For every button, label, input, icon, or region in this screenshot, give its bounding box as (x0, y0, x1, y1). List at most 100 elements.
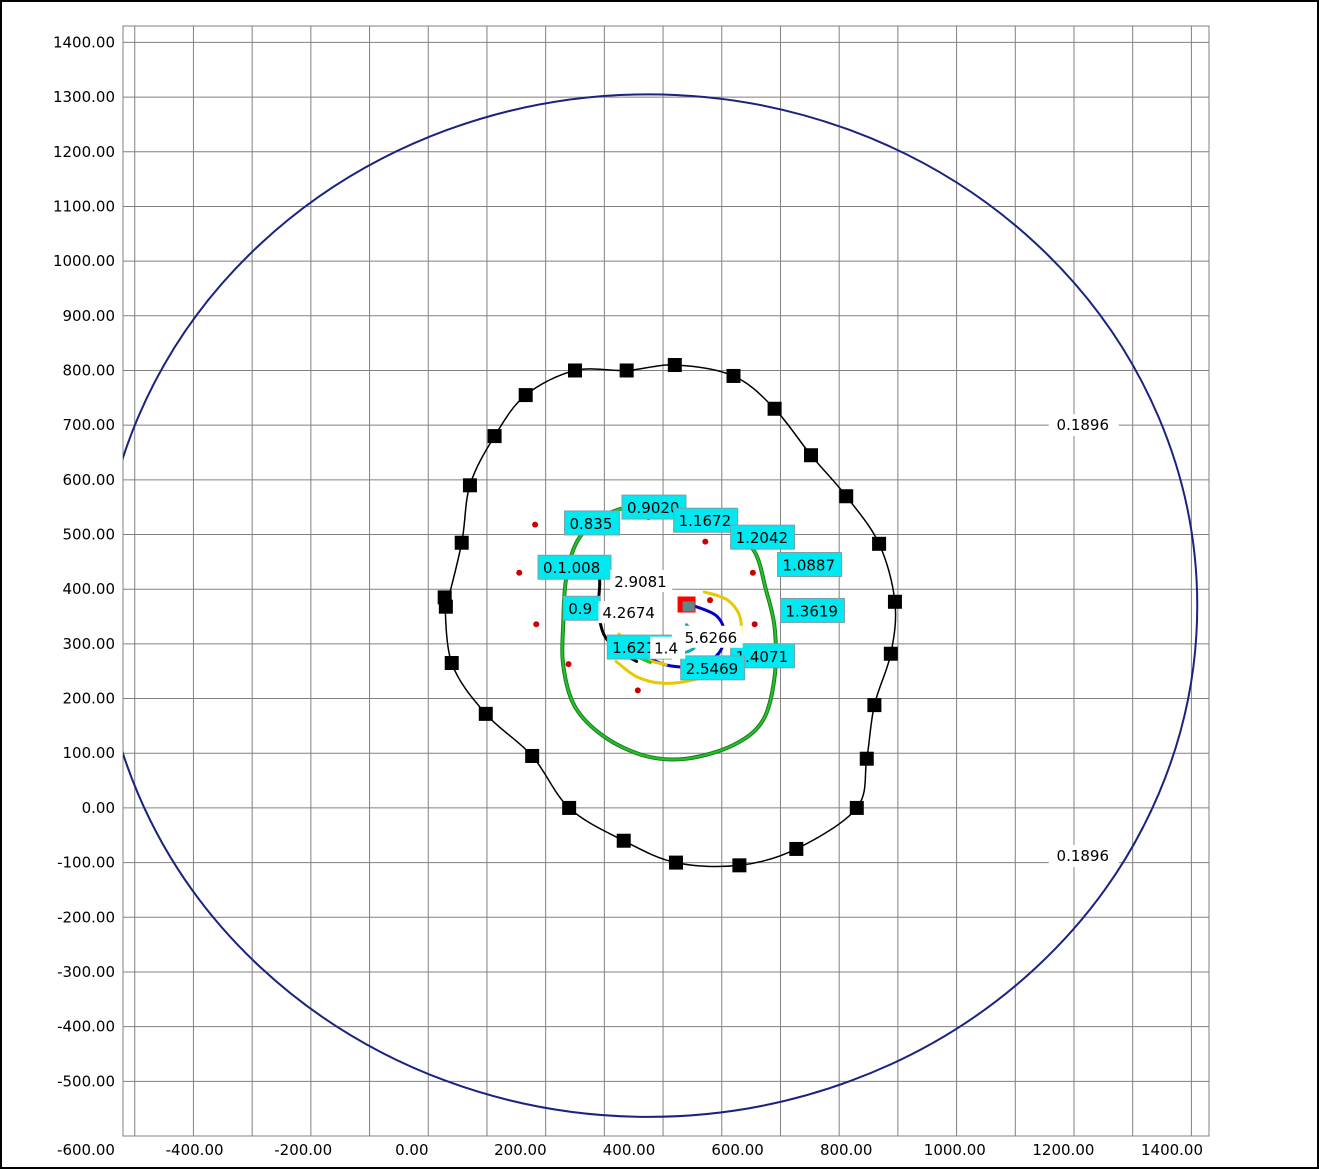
white-value-label-bg (680, 625, 743, 648)
boundary-marker (668, 855, 683, 870)
outer-contour-label-bg (1048, 414, 1119, 437)
outer-contour-label: 0.1896 (1048, 414, 1119, 437)
outer-contour-label-text: 0.1896 (1057, 416, 1110, 434)
cyan-value-label: 1.2042 (730, 524, 796, 550)
boundary-marker (767, 401, 782, 416)
boundary-marker (562, 800, 577, 815)
boundary-marker (849, 800, 864, 815)
cyan-value-label-text: 1.3619 (785, 602, 838, 620)
cyan-value-label: 1.1672 (673, 507, 739, 533)
white-value-label-bg (598, 601, 661, 624)
boundary-marker (867, 698, 882, 713)
cyan-value-label-text: 0.9020 (627, 499, 680, 517)
boundary-marker (568, 363, 583, 378)
y-tick-label: -400.00 (57, 1018, 115, 1036)
x-tick-label: 200.00 (494, 1141, 547, 1159)
grid (122, 25, 1210, 1137)
cyan-value-label-bg (673, 507, 739, 533)
white-value-label: 2.9081 (610, 570, 673, 592)
cyan-value-label-bg (680, 655, 746, 681)
boundary-marker (518, 388, 533, 403)
y-tick-label: -200.00 (57, 908, 115, 926)
outer-contour-label-text: 0.1896 (1057, 847, 1110, 865)
red-sample-point (565, 661, 572, 668)
white-value-label-bg (610, 570, 673, 592)
boundary-marker (872, 536, 887, 551)
x-tick-label: 1400.00 (1141, 1141, 1203, 1159)
boundary-marker (525, 748, 540, 763)
cyan-value-label-bg (537, 554, 612, 580)
y-tick-label: 700.00 (63, 416, 116, 434)
y-tick-label: 600.00 (63, 471, 116, 489)
y-tick-label: -500.00 (57, 1072, 115, 1090)
red-square-marker (682, 601, 695, 612)
white-value-label: 5.6266 (680, 625, 743, 648)
x-tick-label: -200.00 (274, 1141, 332, 1159)
cyan-value-label-text: 2.5469 (686, 660, 739, 678)
boundary-marker (487, 429, 502, 444)
x-tick-label: 400.00 (603, 1141, 656, 1159)
y-tick-label: 800.00 (63, 361, 116, 379)
white-value-label-text: 5.6266 (685, 629, 738, 647)
outer-contour-label: 0.1896 (1048, 845, 1119, 868)
white-value-label-text: 2.9081 (614, 573, 667, 591)
cyan-value-label-text: 1.2042 (736, 529, 789, 547)
y-tick-label: 200.00 (63, 690, 116, 708)
cyan-value-label-text: 1.1672 (679, 512, 732, 530)
cyan-value-label-bg (730, 524, 796, 550)
x-tick-label: 1000.00 (924, 1141, 986, 1159)
y-tick-label: -300.00 (57, 963, 115, 981)
boundary-marker (887, 594, 902, 609)
x-tick-label: -600.00 (57, 1141, 115, 1159)
y-tick-label: 0.00 (82, 799, 115, 817)
x-tick-label: 800.00 (820, 1141, 873, 1159)
white-value-label-bg (650, 636, 686, 659)
boundary-marker (859, 751, 874, 766)
y-tick-label: -100.00 (57, 854, 115, 872)
boundary-marker (444, 656, 459, 671)
white-value-label-text: 4.2674 (602, 604, 655, 622)
y-tick-label: 1300.00 (53, 88, 115, 106)
red-sample-point (707, 597, 714, 604)
x-tick-label: 0.00 (395, 1141, 428, 1159)
red-sample-point (702, 538, 709, 545)
cyan-value-label: 0.9 (562, 595, 601, 621)
boundary-marker (616, 833, 631, 848)
boundary-marker (839, 489, 854, 504)
boundary-marker (438, 599, 453, 614)
boundary-marker (667, 358, 682, 373)
y-tick-label: 100.00 (63, 744, 116, 762)
boundary-marker (462, 478, 477, 493)
outer-contour-line (123, 93, 1199, 1118)
cyan-value-label-bg (563, 510, 620, 536)
cyan-value-label-bg (779, 597, 845, 623)
boundary-marker (726, 368, 741, 383)
cyan-value-label: 0.1.008 (537, 554, 612, 580)
y-tick-label: 1400.00 (53, 33, 115, 51)
boundary-marker (883, 646, 898, 661)
boundary-marker (478, 706, 493, 721)
red-sample-point (634, 687, 641, 694)
cyan-value-label-text: 0.835 (569, 515, 612, 533)
red-sample-point (751, 621, 758, 628)
y-tick-label: 1200.00 (53, 143, 115, 161)
axis-ticks: 1400.00 1300.00 1200.00 1100.00 1000.00 900.0… (53, 33, 1203, 1159)
boundary-marker (454, 535, 469, 550)
y-tick-label: 300.00 (63, 635, 116, 653)
boundary-line (443, 364, 897, 868)
boundary-marker (619, 363, 634, 378)
boundary-marker (789, 841, 804, 856)
y-tick-label: 900.00 (63, 307, 116, 325)
cyan-value-label: 0.835 (563, 510, 620, 536)
x-tick-label: 1200.00 (1032, 1141, 1094, 1159)
cyan-value-label: 1.3619 (779, 597, 845, 623)
y-tick-label: 400.00 (63, 580, 116, 598)
cyan-value-label: 1.0887 (777, 552, 843, 578)
cyan-value-label-text: 0.1.008 (543, 559, 600, 577)
boundary-marker (732, 858, 747, 873)
cyan-value-label-text: 0.9 (568, 600, 592, 618)
white-value-label-text: 1.4 (654, 640, 678, 658)
white-value-label: 1.4 (650, 636, 686, 659)
